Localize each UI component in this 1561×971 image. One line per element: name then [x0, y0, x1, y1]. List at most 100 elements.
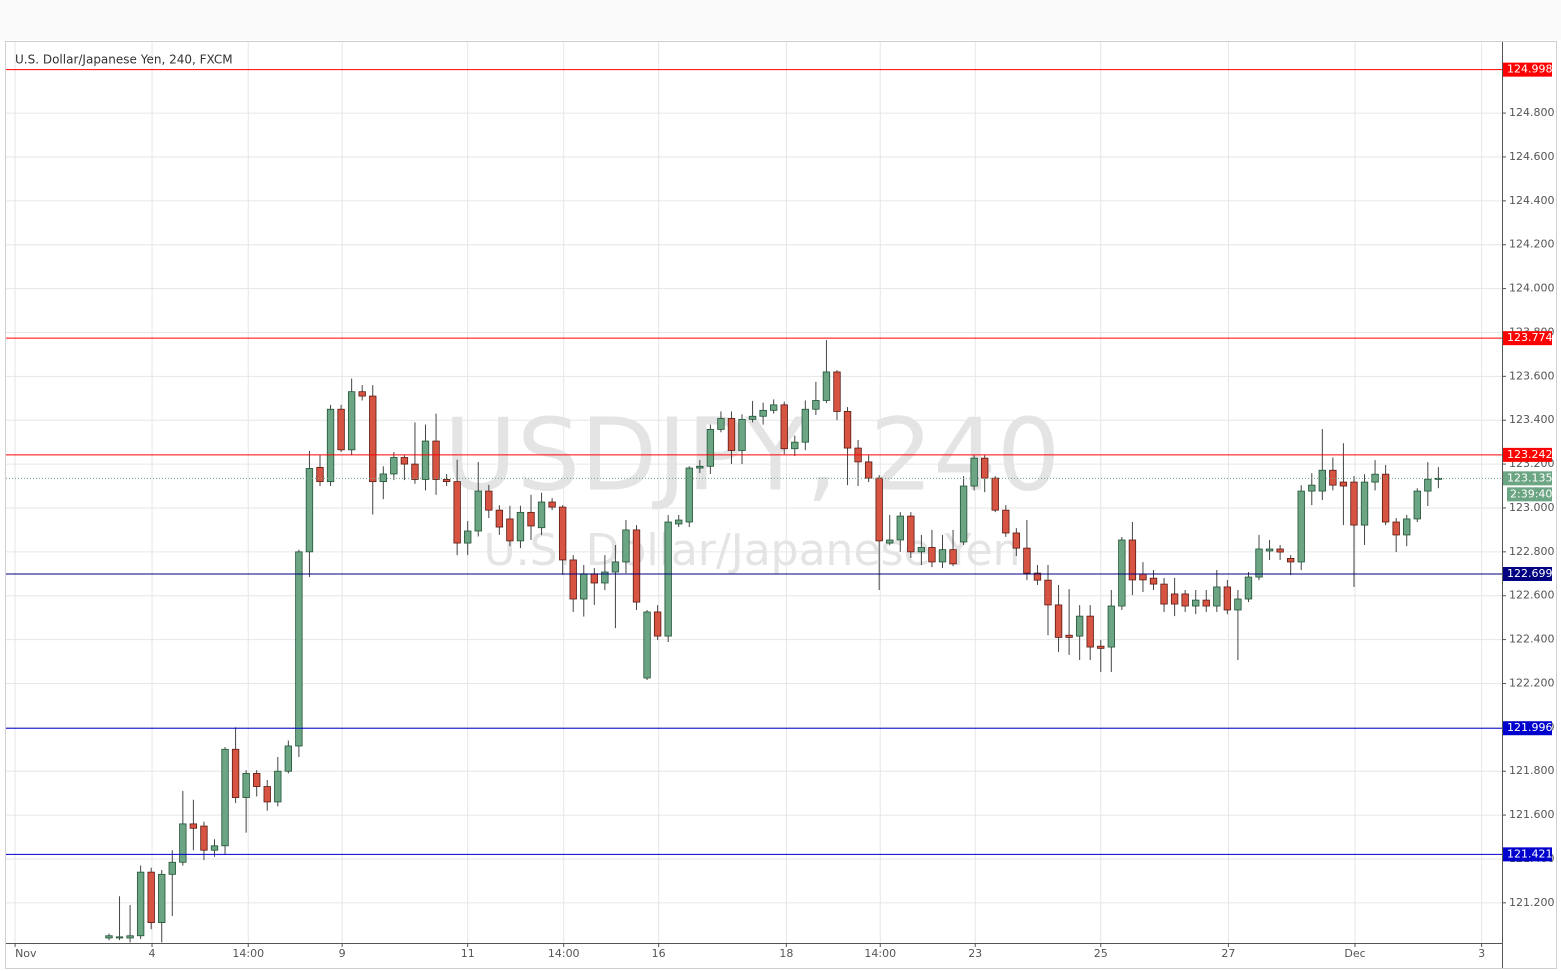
y-tick-label: 122.600 — [1509, 589, 1555, 602]
y-tick-label: 124.200 — [1509, 238, 1555, 251]
candle-body — [981, 457, 989, 479]
level-label: 121.421 — [1507, 847, 1553, 860]
x-tick-label: 14:00 — [864, 947, 896, 960]
candle-body — [875, 477, 883, 542]
x-tick-label: 25 — [1094, 947, 1108, 960]
level-label-box — [1503, 721, 1552, 736]
candle-body — [1244, 576, 1253, 600]
y-tick-label: 123.600 — [1509, 369, 1555, 382]
candle-body — [305, 468, 314, 553]
candle-body — [1286, 558, 1295, 563]
x-tick-label: 16 — [652, 947, 666, 960]
candle-body — [1086, 615, 1094, 648]
y-tick-label: 122.200 — [1509, 676, 1555, 689]
candle-body — [485, 490, 493, 511]
candle-body — [316, 466, 324, 483]
candle-body — [1297, 490, 1305, 563]
x-tick-label: 14:00 — [232, 947, 264, 960]
candle-body — [253, 773, 261, 787]
candle-body — [432, 440, 440, 480]
level-label: 122.699 — [1507, 567, 1553, 580]
level-label-box — [1503, 847, 1552, 862]
candle-body — [1023, 547, 1031, 574]
chart-title: U.S. Dollar/Japanese Yen, 240, FXCM — [15, 53, 233, 67]
candle-body — [1160, 583, 1168, 605]
plot — [6, 69, 1502, 943]
candle-body — [1308, 484, 1316, 492]
candle-body — [1276, 548, 1284, 553]
candle-body — [1434, 477, 1443, 480]
candle-body — [1350, 481, 1358, 526]
candle-body — [1392, 521, 1400, 536]
axis: 121.200121.400121.600121.800122.000122.2… — [14, 62, 1555, 960]
candle-body — [1329, 469, 1337, 486]
candle-body — [495, 509, 504, 528]
candle-body — [337, 408, 345, 451]
x-tick-label: 3 — [1478, 947, 1485, 960]
candle-body — [516, 511, 525, 542]
candle-body — [1255, 548, 1263, 578]
candle-body — [643, 611, 651, 679]
candle-body — [1002, 509, 1010, 534]
candle-body — [1149, 577, 1158, 585]
candle-body — [1213, 586, 1221, 607]
candle-body — [115, 936, 124, 939]
candle-body — [1265, 548, 1274, 552]
candle-body — [242, 773, 250, 798]
candle-body — [411, 463, 419, 480]
x-tick-label: 14:00 — [548, 947, 580, 960]
candle-body — [284, 745, 293, 772]
y-tick-label: 121.800 — [1509, 764, 1555, 777]
candle-body — [675, 519, 683, 525]
candle-body — [274, 770, 282, 803]
candle-body — [738, 418, 746, 451]
candle-body — [1202, 599, 1210, 607]
candle-body — [1192, 599, 1200, 607]
candle-body — [717, 418, 725, 430]
candle-body — [527, 511, 535, 527]
candle-body — [801, 408, 810, 443]
candle-body — [1181, 593, 1189, 607]
candle-body — [959, 485, 968, 543]
candle-body — [1097, 645, 1105, 649]
candle-body — [696, 465, 704, 469]
level-label: 124.998 — [1507, 63, 1553, 76]
candle-body — [601, 571, 609, 584]
candle-body — [569, 559, 577, 600]
candle-body — [347, 391, 356, 451]
candle-body — [1118, 539, 1126, 607]
candle-body — [886, 539, 894, 544]
candle-body — [558, 506, 567, 561]
candle-body — [1139, 573, 1147, 581]
candle-body — [917, 547, 926, 553]
candle-body — [1170, 593, 1179, 605]
candle-body — [1012, 532, 1021, 549]
candle-body — [1360, 481, 1369, 526]
candle-body — [812, 400, 820, 410]
candle-body — [748, 415, 757, 420]
candle-body — [210, 845, 219, 851]
frame — [5, 41, 1557, 969]
candle-body — [1403, 518, 1411, 536]
candle-body — [1339, 481, 1348, 487]
y-tick-label: 123.000 — [1509, 501, 1555, 514]
level-label: 121.996 — [1507, 721, 1553, 734]
candle-body — [928, 547, 936, 563]
y-tick-label: 124.400 — [1509, 194, 1555, 207]
candle-body — [358, 391, 366, 397]
candle-body — [907, 515, 915, 553]
candle-body — [136, 871, 145, 937]
candle-body — [105, 935, 113, 939]
candle-body — [506, 518, 514, 542]
candle-body — [864, 461, 873, 479]
candle-body — [1318, 469, 1326, 492]
candle-body — [843, 411, 852, 449]
candle-body — [1107, 605, 1115, 648]
candle-body — [421, 440, 430, 480]
y-tick-label: 124.000 — [1509, 282, 1555, 295]
candle-body — [833, 371, 841, 412]
candle-body — [1128, 539, 1137, 581]
y-tick-label: 124.600 — [1509, 150, 1555, 163]
candle-body — [295, 551, 303, 747]
